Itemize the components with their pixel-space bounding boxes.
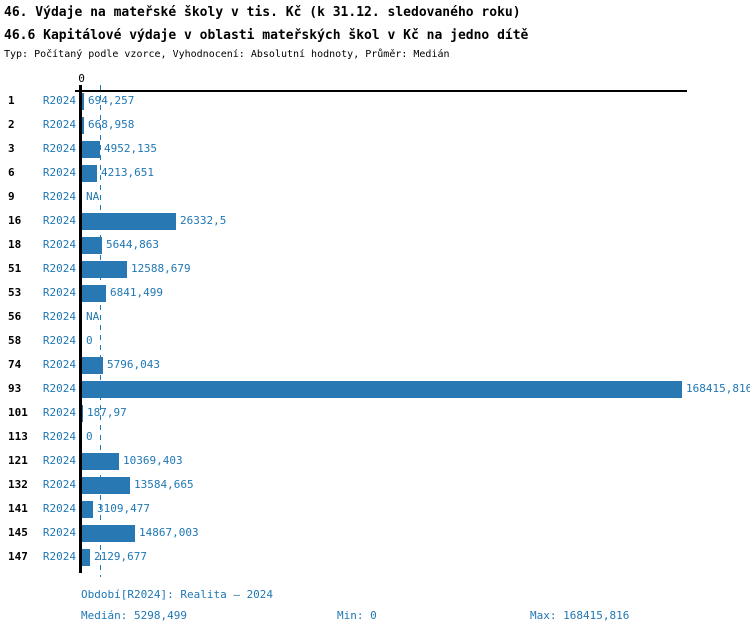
chart-meta-line: Typ: Počítaný podle vzorce, Vyhodnocení:… xyxy=(4,49,450,60)
value-label: 168415,816 xyxy=(686,382,750,395)
footer-period-label: Období[R2024]: Realita – 2024 xyxy=(81,588,274,601)
row-id-label: 9 xyxy=(8,190,15,203)
value-bar xyxy=(82,93,84,110)
value-label: 2129,677 xyxy=(94,550,147,563)
value-label: 0 xyxy=(86,430,93,443)
value-bar xyxy=(82,525,135,542)
footer-max-label: Max: 168415,816 xyxy=(530,609,630,622)
row-period-label: R2024 xyxy=(42,238,76,251)
value-label: 6841,499 xyxy=(110,286,163,299)
chart-title-line1: 46. Výdaje na mateřské školy v tis. Kč (… xyxy=(4,5,521,20)
value-label: 13584,665 xyxy=(134,478,194,491)
row-id-label: 2 xyxy=(8,118,15,131)
row-id-label: 58 xyxy=(8,334,22,347)
row-period-label: R2024 xyxy=(42,526,76,539)
value-label: NA xyxy=(86,310,100,323)
value-bar xyxy=(82,477,130,494)
row-id-label: 16 xyxy=(8,214,22,227)
x-axis-line xyxy=(75,90,687,92)
row-period-label: R2024 xyxy=(42,430,76,443)
row-period-label: R2024 xyxy=(42,262,76,275)
value-label: 12588,679 xyxy=(131,262,191,275)
value-label: 26332,5 xyxy=(180,214,227,227)
row-period-label: R2024 xyxy=(42,502,76,515)
value-bar xyxy=(82,549,90,566)
row-id-label: 121 xyxy=(8,454,28,467)
value-label: NA xyxy=(86,190,100,203)
row-id-label: 132 xyxy=(8,478,28,491)
value-bar xyxy=(82,405,83,422)
row-id-label: 6 xyxy=(8,166,15,179)
value-label: 10369,403 xyxy=(123,454,183,467)
value-label: 668,958 xyxy=(88,118,135,131)
value-bar xyxy=(82,381,682,398)
row-period-label: R2024 xyxy=(42,286,76,299)
row-period-label: R2024 xyxy=(42,310,76,323)
row-period-label: R2024 xyxy=(42,118,76,131)
row-period-label: R2024 xyxy=(42,454,76,467)
value-label: 0 xyxy=(86,334,93,347)
value-bar xyxy=(82,357,103,374)
value-label: 3109,477 xyxy=(97,502,150,515)
value-label: 187,97 xyxy=(87,406,127,419)
footer-median-label: Medián: 5298,499 xyxy=(81,609,187,622)
row-period-label: R2024 xyxy=(42,190,76,203)
x-axis-zero-tick-label: 0 xyxy=(78,72,85,85)
median-reference-line xyxy=(100,85,101,577)
value-bar xyxy=(82,237,102,254)
row-id-label: 74 xyxy=(8,358,22,371)
value-label: 5796,043 xyxy=(107,358,160,371)
value-bar xyxy=(82,453,119,470)
row-id-label: 113 xyxy=(8,430,28,443)
row-id-label: 93 xyxy=(8,382,22,395)
value-label: 5644,863 xyxy=(106,238,159,251)
value-bar xyxy=(82,501,93,518)
row-period-label: R2024 xyxy=(42,166,76,179)
row-period-label: R2024 xyxy=(42,478,76,491)
footer-min-label: Min: 0 xyxy=(337,609,377,622)
row-id-label: 141 xyxy=(8,502,28,515)
row-id-label: 101 xyxy=(8,406,28,419)
row-id-label: 145 xyxy=(8,526,28,539)
row-id-label: 51 xyxy=(8,262,22,275)
row-period-label: R2024 xyxy=(42,550,76,563)
value-bar xyxy=(82,285,106,302)
value-bar xyxy=(82,261,127,278)
value-label: 694,257 xyxy=(88,94,135,107)
row-period-label: R2024 xyxy=(42,406,76,419)
value-label: 14867,003 xyxy=(139,526,199,539)
value-bar xyxy=(82,141,100,158)
row-period-label: R2024 xyxy=(42,142,76,155)
value-label: 4952,135 xyxy=(104,142,157,155)
row-id-label: 53 xyxy=(8,286,22,299)
row-id-label: 56 xyxy=(8,310,22,323)
row-period-label: R2024 xyxy=(42,214,76,227)
row-id-label: 3 xyxy=(8,142,15,155)
row-period-label: R2024 xyxy=(42,334,76,347)
value-bar xyxy=(82,165,97,182)
row-period-label: R2024 xyxy=(42,358,76,371)
row-id-label: 1 xyxy=(8,94,15,107)
value-bar xyxy=(82,213,176,230)
row-period-label: R2024 xyxy=(42,94,76,107)
value-bar xyxy=(82,117,84,134)
chart-title-line2: 46.6 Kapitálové výdaje v oblasti mateřsk… xyxy=(4,28,529,43)
row-period-label: R2024 xyxy=(42,382,76,395)
row-id-label: 147 xyxy=(8,550,28,563)
value-label: 4213,651 xyxy=(101,166,154,179)
y-axis-line xyxy=(79,85,82,573)
row-id-label: 18 xyxy=(8,238,22,251)
